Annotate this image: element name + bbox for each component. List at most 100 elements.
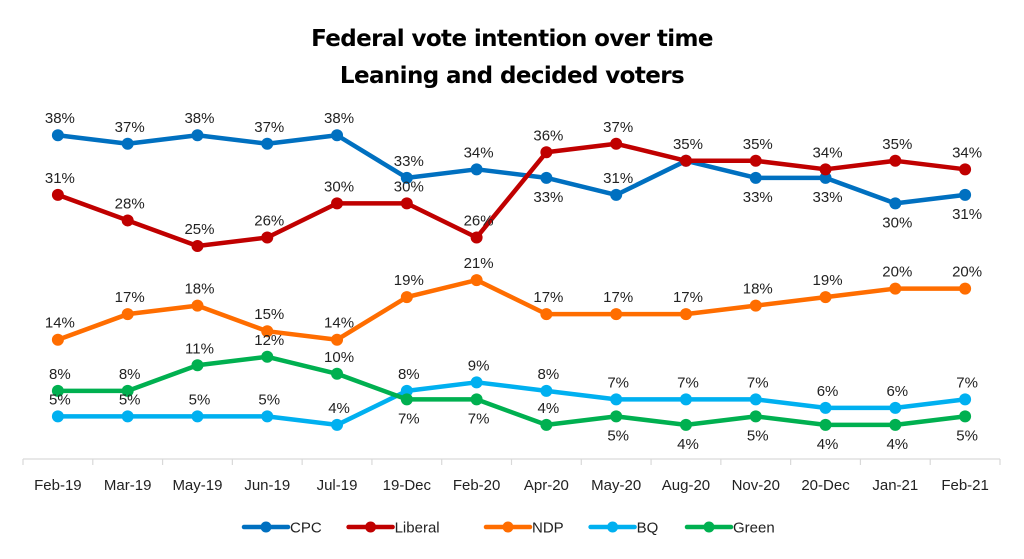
- data-point: [610, 137, 623, 150]
- series-liberal: [51, 137, 972, 252]
- legend-marker-icon: [502, 521, 514, 533]
- data-label: 26%: [254, 212, 284, 229]
- data-point: [959, 410, 972, 423]
- data-point: [470, 376, 483, 389]
- data-point: [679, 418, 692, 431]
- data-label: 34%: [952, 144, 982, 161]
- data-point: [51, 384, 64, 397]
- data-point: [959, 282, 972, 295]
- data-point: [540, 171, 553, 184]
- data-label: 37%: [254, 119, 284, 136]
- data-label: 12%: [254, 332, 284, 349]
- x-tick-label: May-20: [591, 477, 641, 494]
- data-point: [261, 325, 274, 338]
- legend: CPC Liberal NDP BQ Green: [241, 520, 775, 537]
- x-tick-label: Aug-20: [662, 477, 710, 494]
- data-point: [191, 129, 204, 142]
- data-point: [610, 308, 623, 321]
- data-point: [889, 282, 902, 295]
- legend-label: Green: [733, 520, 775, 537]
- data-label: 7%: [956, 374, 978, 391]
- data-label: 33%: [743, 189, 773, 206]
- x-tick-label: Feb-20: [453, 477, 501, 494]
- data-label: 6%: [886, 383, 908, 400]
- data-point: [331, 333, 344, 346]
- data-label: 7%: [747, 374, 769, 391]
- legend-label: Liberal: [395, 520, 440, 537]
- x-tick-label: May-19: [172, 477, 222, 494]
- legend-marker-icon: [607, 521, 619, 533]
- data-label: 17%: [533, 289, 563, 306]
- data-point: [400, 197, 413, 210]
- data-point: [749, 299, 762, 312]
- data-point: [121, 137, 134, 150]
- data-point: [191, 299, 204, 312]
- series-line: [57, 277, 966, 342]
- data-point: [400, 291, 413, 304]
- data-point: [470, 274, 483, 287]
- data-point: [959, 163, 972, 176]
- data-label: 21%: [464, 255, 494, 272]
- data-point: [610, 410, 623, 423]
- x-tick-label: Nov-20: [732, 477, 780, 494]
- data-point: [679, 154, 692, 167]
- data-label: 17%: [603, 289, 633, 306]
- data-label: 35%: [743, 136, 773, 153]
- data-point: [610, 393, 623, 406]
- data-label: 7%: [398, 410, 420, 427]
- data-label: 7%: [677, 374, 699, 391]
- legend-item-cpc: CPC: [241, 520, 322, 537]
- data-point: [819, 418, 832, 431]
- series-layer: [51, 129, 972, 431]
- series-ndp: [51, 274, 972, 346]
- data-point: [121, 214, 134, 227]
- legend-item-ndp: NDP: [483, 520, 564, 537]
- data-point: [261, 410, 274, 423]
- data-label: 18%: [184, 281, 214, 298]
- data-point: [540, 384, 553, 397]
- data-point: [51, 333, 64, 346]
- data-label: 37%: [115, 119, 145, 136]
- data-point: [819, 401, 832, 414]
- x-tick-label: 20-Dec: [801, 477, 850, 494]
- data-point: [540, 146, 553, 159]
- data-label: 30%: [882, 214, 912, 231]
- data-label: 8%: [49, 366, 71, 383]
- data-point: [331, 367, 344, 380]
- legend-item-bq: BQ: [588, 520, 659, 537]
- data-point: [610, 188, 623, 201]
- data-label: 19%: [813, 272, 843, 289]
- data-point: [679, 393, 692, 406]
- chart-subtitle: Leaning and decided voters: [340, 63, 684, 89]
- series-green: [51, 350, 972, 431]
- series-line: [57, 354, 966, 428]
- data-point: [261, 350, 274, 363]
- legend-label: CPC: [290, 520, 322, 537]
- data-point: [331, 418, 344, 431]
- data-point: [51, 129, 64, 142]
- data-label: 5%: [956, 427, 978, 444]
- legend-item-liberal: Liberal: [346, 520, 440, 537]
- data-label: 36%: [533, 127, 563, 144]
- data-label: 37%: [603, 119, 633, 136]
- data-label: 33%: [813, 189, 843, 206]
- data-label: 4%: [538, 400, 560, 417]
- data-label: 8%: [398, 366, 420, 383]
- data-point: [191, 240, 204, 252]
- x-tick-label: Jan-21: [872, 477, 918, 494]
- data-point: [331, 197, 344, 210]
- data-label: 8%: [119, 366, 141, 383]
- legend-label: BQ: [637, 520, 659, 537]
- data-point: [51, 410, 64, 423]
- data-point: [121, 384, 134, 397]
- data-label: 5%: [189, 391, 211, 408]
- data-label: 20%: [882, 264, 912, 281]
- data-point: [261, 137, 274, 150]
- data-point: [191, 410, 204, 423]
- data-point: [819, 171, 832, 184]
- data-label: 28%: [115, 195, 145, 212]
- data-point: [889, 154, 902, 167]
- x-tick-label: Apr-20: [524, 477, 569, 494]
- data-label: 33%: [533, 189, 563, 206]
- data-label: 10%: [324, 349, 354, 366]
